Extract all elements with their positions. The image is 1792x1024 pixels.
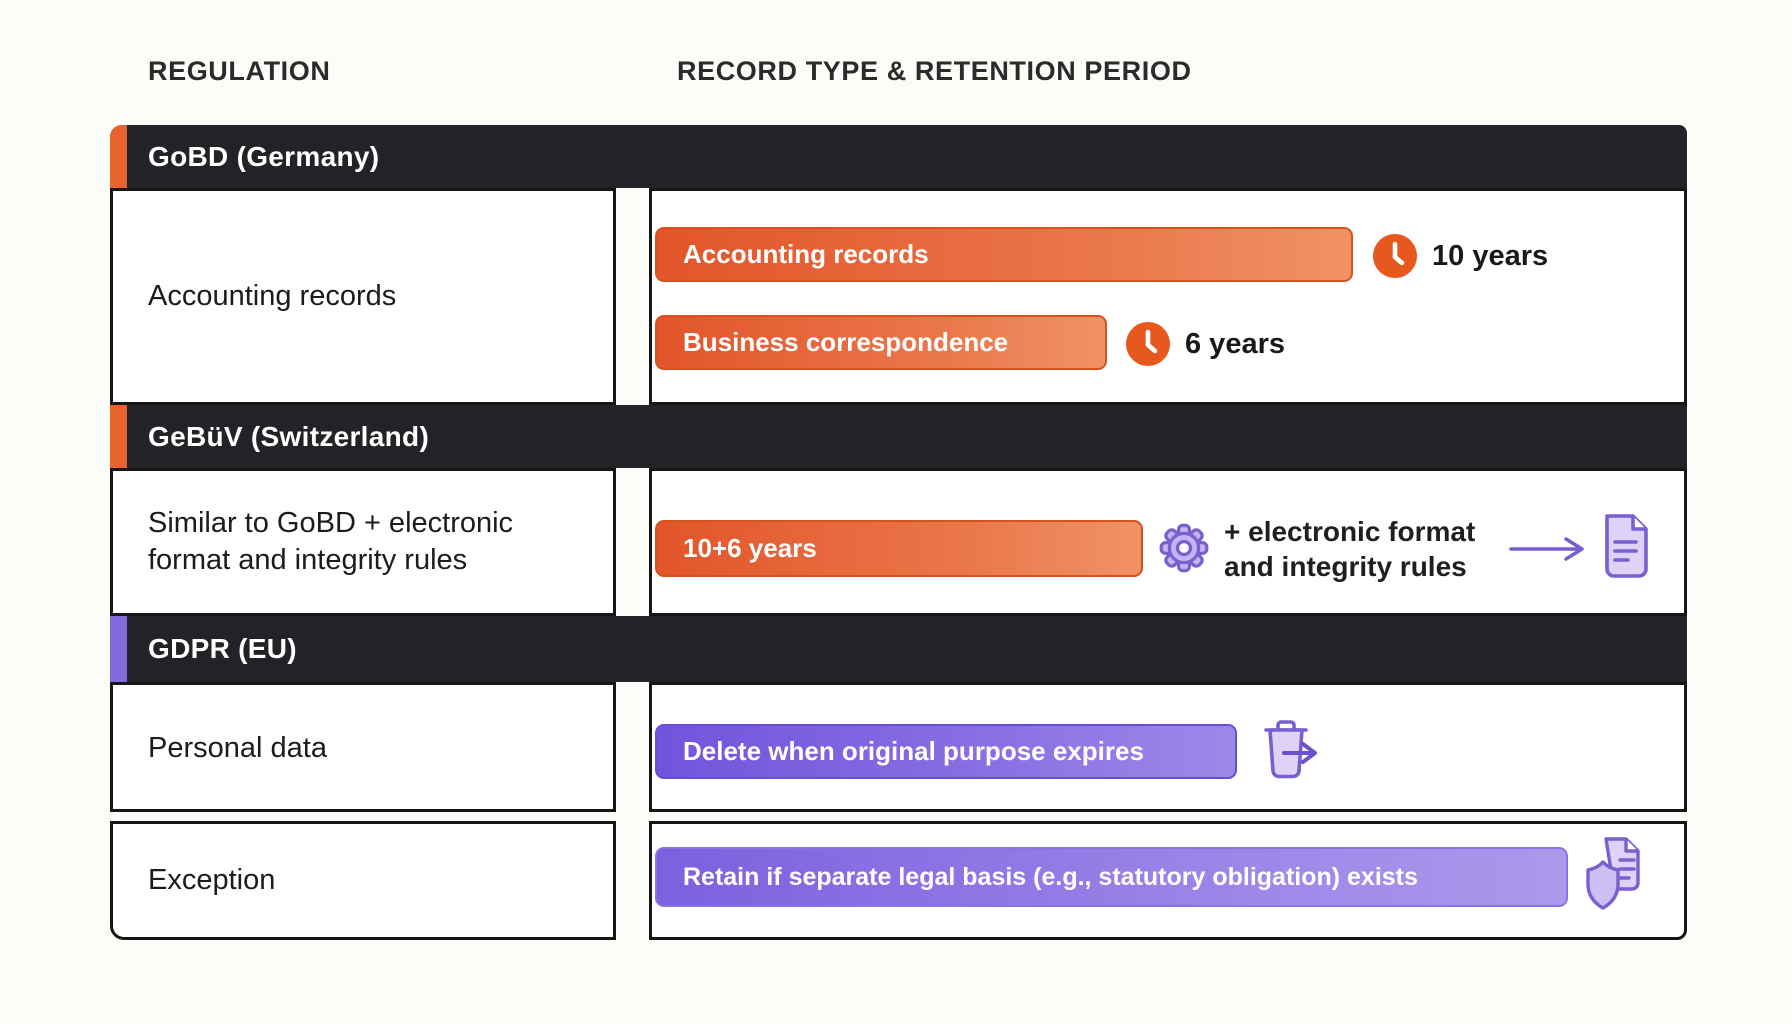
gebuev-note: + electronic format and integrity rules <box>1224 514 1475 584</box>
trash-arrow-icon <box>1264 720 1317 779</box>
gear-icon <box>1159 523 1209 573</box>
gebuev-note-line1: + electronic format <box>1224 516 1476 547</box>
arrow-right-icon <box>1509 537 1584 561</box>
clock-icon <box>1373 234 1417 278</box>
gebuev-row-label-line2: format and integrity rules <box>148 544 468 576</box>
gobd-section-title: GoBD (Germany) <box>148 140 380 172</box>
gdpr-personal-data-cell <box>110 682 616 812</box>
bar-retain-legal-basis: Retain if separate legal basis (e.g., st… <box>655 847 1568 907</box>
document-icon <box>1605 514 1648 578</box>
gebuev-section-title: GeBüV (Switzerland) <box>148 420 430 452</box>
duration-6-years: 6 years <box>1185 328 1285 360</box>
gebuev-row-label: Similar to GoBD + electronic format and … <box>148 505 513 579</box>
gdpr-accent-bar <box>110 616 127 682</box>
duration-10-years: 10 years <box>1432 240 1549 272</box>
bar-delete-when-purpose-expires: Delete when original purpose expires <box>655 724 1237 779</box>
column-header-regulation: REGULATION <box>148 56 331 86</box>
bar-business-correspondence-label: Business correspondence <box>683 327 1009 357</box>
section-band-gdpr: GDPR (EU) <box>110 616 1687 682</box>
gdpr-personal-data-label: Personal data <box>148 732 327 764</box>
gebuev-row-label-line1: Similar to GoBD + electronic <box>148 507 514 539</box>
bar-10-6-years: 10+6 years <box>655 520 1143 577</box>
section-band-gobd: GoBD (Germany) <box>110 125 1687 188</box>
column-header-record-type: RECORD TYPE & RETENTION PERIOD <box>677 56 1192 86</box>
bar-delete-label: Delete when original purpose expires <box>683 736 1144 766</box>
bar-10-6-years-label: 10+6 years <box>683 533 817 563</box>
gebuev-regulation-cell <box>110 468 616 616</box>
bar-accounting-records: Accounting records <box>655 227 1353 282</box>
gdpr-exception-label: Exception <box>148 864 276 896</box>
gobd-regulation-cell <box>110 188 616 405</box>
section-band-gebuev: GeBüV (Switzerland) <box>110 405 1687 468</box>
gdpr-exception-cell <box>110 821 616 940</box>
shield-document-icon <box>1586 837 1640 910</box>
gebuev-note-line2: and integrity rules <box>1224 551 1467 582</box>
bar-accounting-records-label: Accounting records <box>683 239 929 269</box>
gebuev-accent-bar <box>110 405 127 468</box>
bar-business-correspondence: Business correspondence <box>655 315 1107 370</box>
bar-retain-label: Retain if separate legal basis (e.g., st… <box>683 862 1418 891</box>
gobd-row-label: Accounting records <box>148 280 397 312</box>
clock-icon <box>1126 322 1170 366</box>
gobd-record-cell <box>649 188 1687 405</box>
gdpr-section-title: GDPR (EU) <box>148 633 297 664</box>
gobd-accent-bar <box>110 125 127 188</box>
